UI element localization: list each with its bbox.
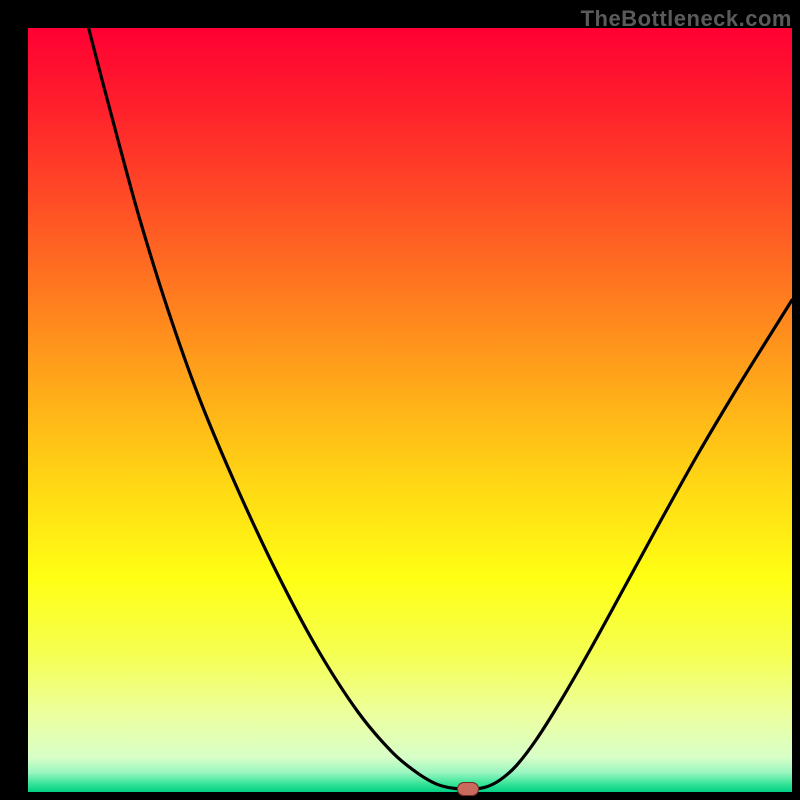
chart-stage: TheBottleneck.com — [0, 0, 800, 800]
optimal-point-marker — [457, 782, 479, 796]
watermark-text: TheBottleneck.com — [581, 6, 792, 32]
plot-gradient-area — [28, 28, 792, 792]
